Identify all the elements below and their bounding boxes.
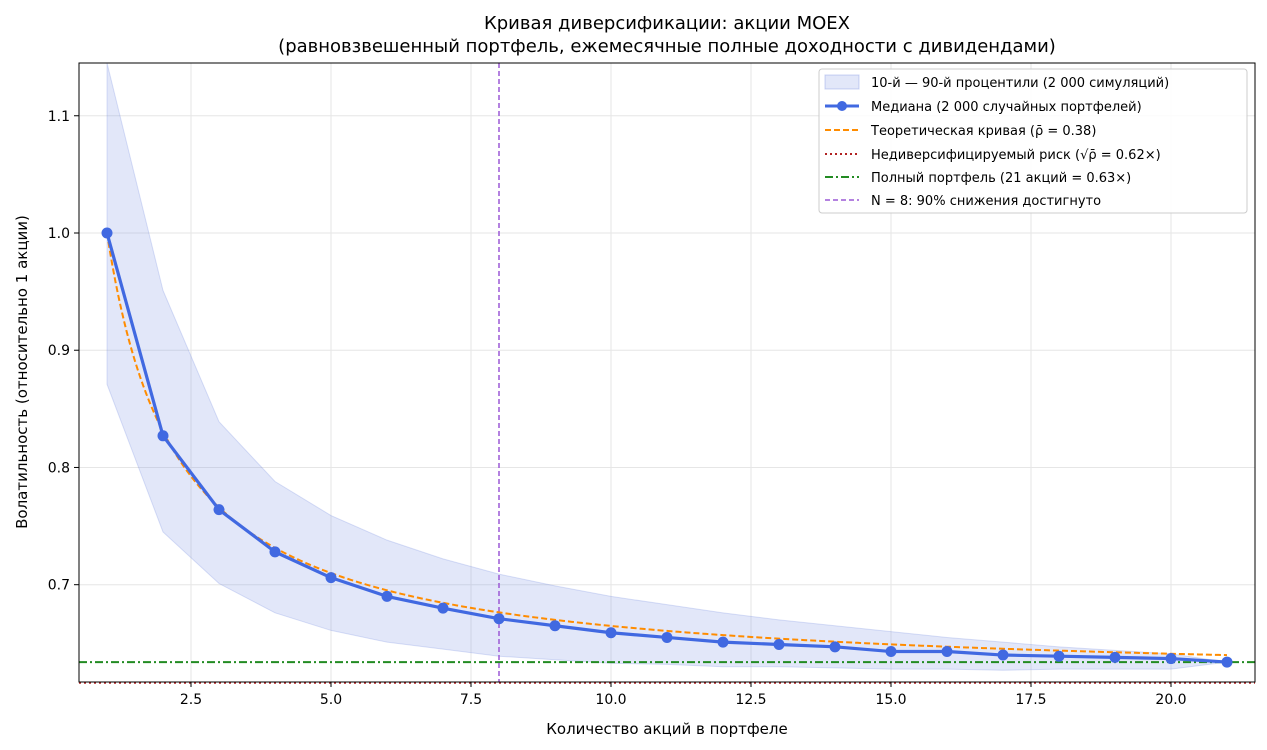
x-tick-label: 5.0	[320, 692, 342, 708]
percentile-band-layer	[106, 62, 1228, 671]
legend-vline-label: N = 8: 90% снижения достигнуто	[871, 194, 1101, 209]
median-point	[605, 627, 617, 639]
x-tick-label: 12.5	[735, 692, 766, 708]
median-point	[549, 620, 561, 632]
median-point	[661, 631, 673, 643]
x-axis-label: Количество акций в портфеле	[546, 720, 787, 738]
median-point	[269, 546, 281, 558]
x-tick-label: 2.5	[180, 692, 202, 708]
x-tick-label: 17.5	[1015, 692, 1046, 708]
y-ticks: 0.7 0.8 0.9 1.0 1.1	[48, 109, 79, 594]
median-point	[157, 430, 169, 442]
median-point	[213, 504, 225, 516]
median-point	[101, 227, 113, 239]
x-tick-label: 10.0	[595, 692, 626, 708]
median-point	[1109, 651, 1121, 663]
x-tick-label: 15.0	[875, 692, 906, 708]
percentile-band	[106, 62, 1228, 671]
median-points-layer	[101, 227, 1233, 668]
legend-full-portfolio-label: Полный портфель (21 акций = 0.63×)	[871, 171, 1131, 186]
legend-systematic-label: Недиверсифицируемый риск (√ρ̄ = 0.62×)	[871, 148, 1161, 163]
median-point	[437, 602, 449, 614]
legend-band-swatch	[824, 74, 860, 90]
legend: 10-й — 90-й процентили (2 000 симуляций)…	[818, 68, 1248, 214]
median-point	[773, 638, 785, 650]
median-point	[717, 636, 729, 648]
chart-subtitle: (равновзвешенный портфель, ежемесячные п…	[278, 36, 1056, 57]
x-tick-label: 20.0	[1155, 692, 1186, 708]
median-point	[885, 646, 897, 658]
median-point	[997, 649, 1009, 661]
y-tick-label: 0.9	[48, 343, 70, 359]
median-point	[325, 572, 337, 584]
y-tick-label: 1.1	[48, 109, 70, 125]
median-point	[829, 641, 841, 653]
median-point	[1053, 650, 1065, 662]
y-tick-label: 1.0	[48, 226, 70, 242]
chart-title: Кривая диверсификации: акции MOEX	[484, 13, 850, 34]
median-point	[941, 646, 953, 658]
median-point	[381, 590, 393, 602]
median-point	[1165, 653, 1177, 665]
y-tick-label: 0.7	[48, 578, 70, 594]
plot-frame	[78, 62, 1256, 683]
median-point	[1221, 656, 1233, 668]
legend-median-marker	[837, 101, 847, 111]
theoretical-curve	[106, 232, 1228, 657]
median-point	[493, 613, 505, 625]
x-tick-label: 7.5	[460, 692, 482, 708]
y-axis-label: Волатильность (относительно 1 акции)	[13, 215, 31, 529]
legend-theory-label: Теоретическая кривая (ρ̄ = 0.38)	[870, 124, 1096, 139]
x-ticks: 2.5 5.0 7.5 10.0 12.5 15.0 17.5 20.0	[180, 682, 1187, 708]
legend-band-label: 10-й — 90-й процентили (2 000 симуляций)	[871, 76, 1169, 91]
legend-box	[818, 68, 1248, 214]
legend-median-label: Медиана (2 000 случайных портфелей)	[871, 100, 1142, 115]
y-tick-label: 0.8	[48, 460, 70, 476]
